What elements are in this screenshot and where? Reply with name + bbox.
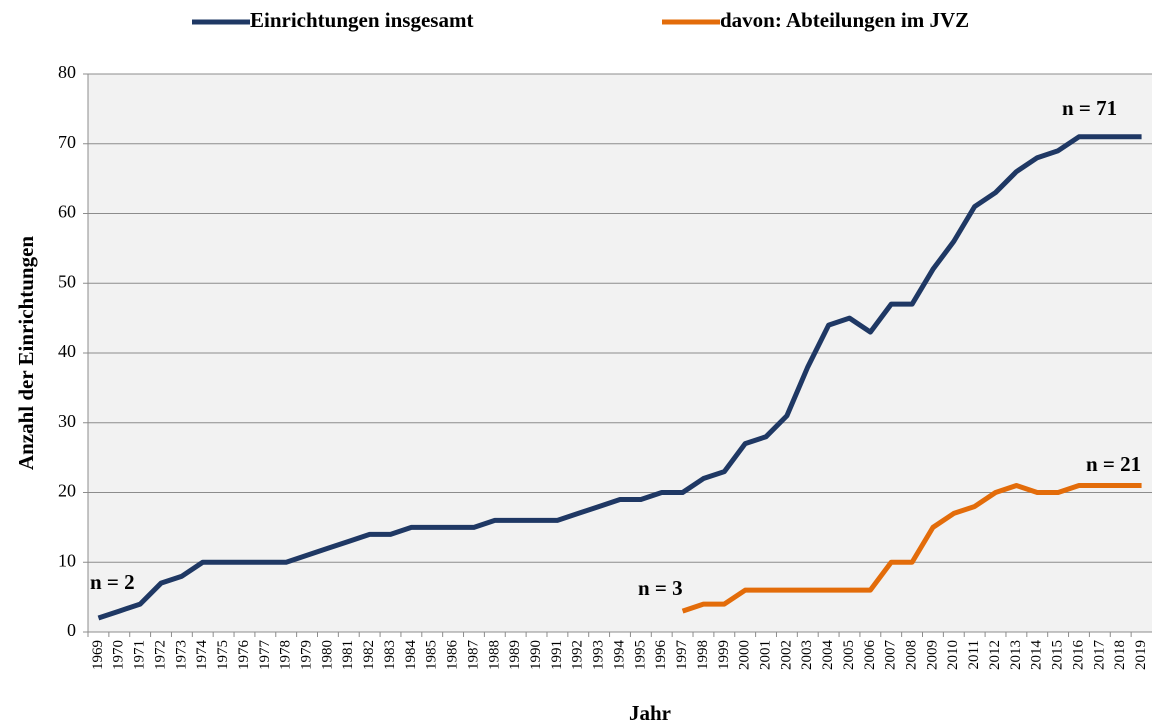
x-tick-label: 1989 bbox=[507, 640, 523, 670]
y-tick-label: 10 bbox=[58, 550, 76, 570]
y-tick-label: 20 bbox=[58, 481, 76, 501]
x-tick-label: 2013 bbox=[1008, 640, 1024, 670]
x-tick-label: 1988 bbox=[486, 640, 502, 670]
x-tick-label: 1978 bbox=[278, 640, 294, 670]
x-tick-label: 1979 bbox=[298, 640, 314, 670]
annotation: n = 21 bbox=[1086, 452, 1141, 476]
x-tick-label: 2005 bbox=[841, 640, 857, 670]
annotation: n = 3 bbox=[638, 576, 683, 600]
x-tick-label: 1993 bbox=[591, 640, 607, 670]
x-tick-label: 1980 bbox=[319, 640, 335, 670]
x-tick-label: 1987 bbox=[465, 640, 481, 671]
x-tick-label: 2003 bbox=[799, 640, 815, 670]
x-tick-label: 1998 bbox=[695, 640, 711, 670]
y-tick-label: 0 bbox=[67, 620, 76, 640]
x-tick-label: 1975 bbox=[215, 640, 231, 670]
x-tick-label: 2004 bbox=[820, 640, 836, 671]
x-tick-label: 2000 bbox=[737, 640, 753, 670]
x-tick-label: 1994 bbox=[611, 640, 627, 671]
x-tick-label: 2006 bbox=[862, 640, 878, 671]
x-tick-label: 1981 bbox=[340, 640, 356, 670]
x-tick-label: 1997 bbox=[674, 640, 690, 671]
x-tick-label: 2014 bbox=[1029, 640, 1045, 671]
x-tick-label: 1985 bbox=[424, 640, 440, 670]
x-tick-label: 1977 bbox=[257, 640, 273, 671]
x-tick-label: 1969 bbox=[90, 640, 106, 670]
x-tick-label: 2008 bbox=[904, 640, 920, 670]
legend-label: Einrichtungen insgesamt bbox=[250, 8, 473, 32]
annotation: n = 2 bbox=[90, 570, 135, 594]
series-line bbox=[681, 483, 1142, 614]
annotation: n = 71 bbox=[1062, 96, 1117, 120]
x-tick-label: 1984 bbox=[403, 640, 419, 671]
x-tick-label: 1973 bbox=[173, 640, 189, 670]
x-tick-label: 1971 bbox=[132, 640, 148, 670]
y-tick-label: 70 bbox=[58, 132, 76, 152]
legend-label: davon: Abteilungen im JVZ bbox=[720, 8, 969, 32]
x-tick-label: 1995 bbox=[632, 640, 648, 670]
x-tick-label: 2001 bbox=[757, 640, 773, 670]
series-line bbox=[97, 134, 1142, 621]
x-tick-label: 2018 bbox=[1112, 640, 1128, 670]
x-tick-label: 1976 bbox=[236, 640, 252, 671]
y-tick-label: 60 bbox=[58, 202, 76, 222]
x-tick-label: 1974 bbox=[194, 640, 210, 671]
y-tick-label: 80 bbox=[58, 62, 76, 82]
x-tick-label: 1999 bbox=[716, 640, 732, 670]
y-tick-label: 40 bbox=[58, 341, 76, 361]
x-tick-label: 1970 bbox=[111, 640, 127, 670]
x-tick-label: 1991 bbox=[549, 640, 565, 670]
x-tick-label: 1986 bbox=[445, 640, 461, 671]
x-tick-label: 2016 bbox=[1070, 640, 1086, 671]
y-tick-label: 30 bbox=[58, 411, 76, 431]
x-tick-label: 2009 bbox=[924, 640, 940, 670]
x-tick-label: 1992 bbox=[570, 640, 586, 670]
x-tick-label: 2007 bbox=[883, 640, 899, 671]
y-tick-label: 50 bbox=[58, 271, 76, 291]
x-tick-label: 2015 bbox=[1050, 640, 1066, 670]
x-tick-label: 2017 bbox=[1091, 640, 1107, 671]
y-axis-label: Anzahl der Einrichtungen bbox=[14, 236, 38, 470]
x-tick-label: 1996 bbox=[653, 640, 669, 671]
x-tick-label: 1990 bbox=[528, 640, 544, 670]
x-tick-label: 1983 bbox=[382, 640, 398, 670]
x-tick-label: 2010 bbox=[945, 640, 961, 670]
x-tick-label: 2019 bbox=[1133, 640, 1149, 670]
x-tick-label: 1982 bbox=[361, 640, 377, 670]
x-tick-label: 1972 bbox=[152, 640, 168, 670]
x-tick-label: 2012 bbox=[987, 640, 1003, 670]
x-tick-label: 2011 bbox=[966, 640, 982, 669]
x-tick-label: 2002 bbox=[778, 640, 794, 670]
x-axis-label: Jahr bbox=[629, 701, 671, 723]
